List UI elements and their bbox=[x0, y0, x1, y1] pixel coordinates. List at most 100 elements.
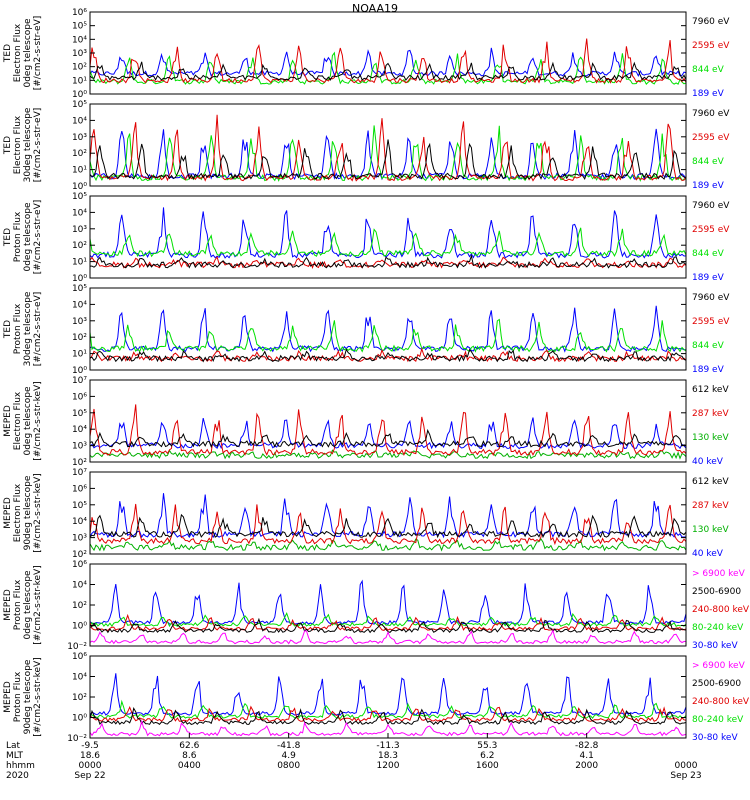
x-row-label: MLT bbox=[6, 751, 24, 761]
x-tick-label: 4.1 bbox=[580, 751, 594, 761]
trace-240-800-kev bbox=[90, 613, 686, 631]
legend-entry: 287 keV bbox=[692, 501, 729, 511]
trace-80-240-kev bbox=[90, 699, 686, 720]
y-axis-title: 0deg telescope bbox=[23, 18, 33, 88]
legend-entry: 189 eV bbox=[692, 181, 725, 191]
trace-240-800-kev bbox=[90, 705, 686, 723]
legend-entry: 130 keV bbox=[692, 433, 729, 443]
y-axis-title: Proton Flux bbox=[13, 211, 23, 262]
y-axis-title: MEPED bbox=[3, 497, 13, 529]
y-axis-title: MEPED bbox=[3, 681, 13, 713]
y-tick-label: 10² bbox=[72, 333, 87, 343]
panel-3: 10⁰ 10¹ 10² 10³ 10⁴ 10⁵ TED Proton Flux 0deg tel… bbox=[3, 192, 730, 284]
trace-130-kev bbox=[90, 449, 686, 460]
legend-entry: 189 eV bbox=[692, 365, 725, 375]
y-axis: 10⁻² 10⁰ 10² 10⁴ 10⁶ bbox=[67, 652, 686, 744]
legend-entry: 287 keV bbox=[692, 409, 729, 419]
x-tick-label: -82.8 bbox=[575, 741, 599, 751]
y-axis-title: [#/cm2-s-str-eV] bbox=[33, 16, 43, 91]
x-tick-label: 6.2 bbox=[480, 751, 494, 761]
y-axis-title: 90deg telescope bbox=[23, 659, 33, 734]
x-tick-label: 0800 bbox=[277, 761, 300, 771]
legend-entry: 130 keV bbox=[692, 525, 729, 535]
legend-entry: 844 eV bbox=[692, 157, 725, 167]
y-axis-title: Proton Flux bbox=[13, 579, 23, 630]
y-axis-title: Electron Flux bbox=[13, 483, 23, 542]
x-tick-label: 0000 bbox=[79, 761, 102, 771]
legend-entry: 2595 eV bbox=[692, 317, 730, 327]
legend-entry: 30-80 keV bbox=[692, 733, 738, 743]
y-tick-label: 10¹ bbox=[72, 166, 87, 176]
panel-1: 10⁰ 10¹ 10² 10³ 10⁴ 10⁵ 10⁶ TED Electron Flux 0de… bbox=[3, 8, 730, 100]
legend-entry: 80-240 keV bbox=[692, 623, 744, 633]
trace-30-80-kev bbox=[90, 673, 686, 716]
y-tick-label: 10³ bbox=[72, 534, 87, 544]
legend-entry: 189 eV bbox=[692, 89, 725, 99]
y-tick-label: 10² bbox=[72, 63, 87, 73]
legend-entry: 189 eV bbox=[692, 273, 725, 283]
panel-frame bbox=[89, 379, 687, 463]
y-axis-title: [#/cm2-s-str-keV] bbox=[33, 657, 43, 736]
panel-5: 10² 10³ 10⁴ 10⁵ 10⁶ 10⁷ MEPED Electron Flux 0deg… bbox=[3, 376, 729, 468]
panel-2: 10⁰ 10¹ 10² 10³ 10⁴ 10⁵ TED Electron Flux 30deg … bbox=[3, 100, 730, 192]
y-tick-label: 10² bbox=[72, 601, 87, 611]
y-axis-title: [#/cm2-s-str-keV] bbox=[33, 381, 43, 460]
legend-entry: 2595 eV bbox=[692, 133, 730, 143]
trace-130-kev bbox=[90, 538, 686, 552]
legend-entry: 2595 eV bbox=[692, 41, 730, 51]
y-tick-label: 10¹ bbox=[72, 258, 87, 268]
panel-3-traces bbox=[90, 207, 686, 269]
x-tick-label: 18.6 bbox=[80, 751, 100, 761]
y-tick-label: 10⁴ bbox=[72, 673, 87, 683]
y-axis: 10² 10³ 10⁴ 10⁵ 10⁶ 10⁷ bbox=[72, 376, 686, 468]
panel-8-traces bbox=[90, 673, 686, 737]
y-axis-title: 30deg telescope bbox=[23, 107, 33, 182]
y-axis-title: Electron Flux bbox=[13, 391, 23, 450]
trace-612-kev bbox=[90, 513, 686, 539]
y-tick-label: 10⁰ bbox=[72, 622, 87, 632]
y-axis-title: 30deg telescope bbox=[23, 291, 33, 366]
legend: > 6900 keV 2500-6900 240-800 keV 80-240 keV… bbox=[692, 661, 750, 743]
y-tick-label: 10⁴ bbox=[72, 35, 87, 45]
y-tick-label: 10⁰ bbox=[72, 90, 87, 100]
y-tick-label: 10⁻² bbox=[67, 642, 87, 652]
y-tick-label: 10¹ bbox=[72, 76, 87, 86]
x-row-label: hhmm bbox=[6, 761, 35, 771]
y-axis: 10⁻² 10⁰ 10² 10⁴ 10⁶ bbox=[67, 560, 686, 652]
legend-entry: 844 eV bbox=[692, 341, 725, 351]
y-axis-title: MEPED bbox=[3, 405, 13, 437]
y-tick-label: 10² bbox=[72, 458, 87, 468]
trace-612-kev bbox=[90, 428, 686, 449]
legend-entry: 2500-6900 bbox=[692, 679, 741, 689]
x-tick-label: 62.6 bbox=[179, 741, 199, 751]
y-tick-label: 10⁴ bbox=[72, 208, 87, 218]
y-axis-title: [#/cm2-s-str-eV] bbox=[33, 108, 43, 183]
legend-entry: 40 keV bbox=[692, 457, 724, 467]
trace-80-240-kev bbox=[90, 611, 686, 628]
y-axis-title: 0deg telescope bbox=[23, 202, 33, 272]
legend-entry: 2500-6900 bbox=[692, 587, 741, 597]
panel-frame bbox=[89, 195, 687, 279]
legend-entry: 7960 eV bbox=[692, 293, 730, 303]
panel-4: 10⁰ 10¹ 10² 10³ 10⁴ 10⁵ TED Proton Flux 30deg te… bbox=[3, 284, 730, 376]
y-axis-title: [#/cm2-s-str-eV] bbox=[33, 200, 43, 275]
panel-frame bbox=[89, 103, 687, 187]
y-tick-label: 10⁶ bbox=[72, 560, 87, 570]
legend-entry: 30-80 keV bbox=[692, 641, 738, 651]
x-tick-label: 4.9 bbox=[282, 751, 297, 761]
y-axis: 10² 10³ 10⁴ 10⁵ 10⁶ 10⁷ bbox=[72, 468, 686, 560]
legend-entry: 2595 eV bbox=[692, 225, 730, 235]
y-tick-label: 10⁵ bbox=[72, 284, 87, 294]
trace-7960-ev bbox=[90, 348, 686, 363]
legend-entry: 7960 eV bbox=[692, 201, 730, 211]
panel-8: 10⁻² 10⁰ 10² 10⁴ 10⁶ MEPED Proton Flux 90deg te… bbox=[3, 652, 750, 744]
y-axis-title: Electron Flux bbox=[13, 115, 23, 174]
x-tick-label: 0000 bbox=[675, 761, 698, 771]
trace-40-kev bbox=[90, 417, 686, 450]
x-tick-label: -41.8 bbox=[277, 741, 301, 751]
y-axis-title: [#/cm2-s-str-keV] bbox=[33, 565, 43, 644]
x-tick-label: Sep 22 bbox=[74, 771, 105, 781]
x-tick-label: -11.3 bbox=[376, 741, 399, 751]
legend: 7960 eV 2595 eV 844 eV 189 eV bbox=[692, 201, 730, 283]
legend-entry: 7960 eV bbox=[692, 109, 730, 119]
